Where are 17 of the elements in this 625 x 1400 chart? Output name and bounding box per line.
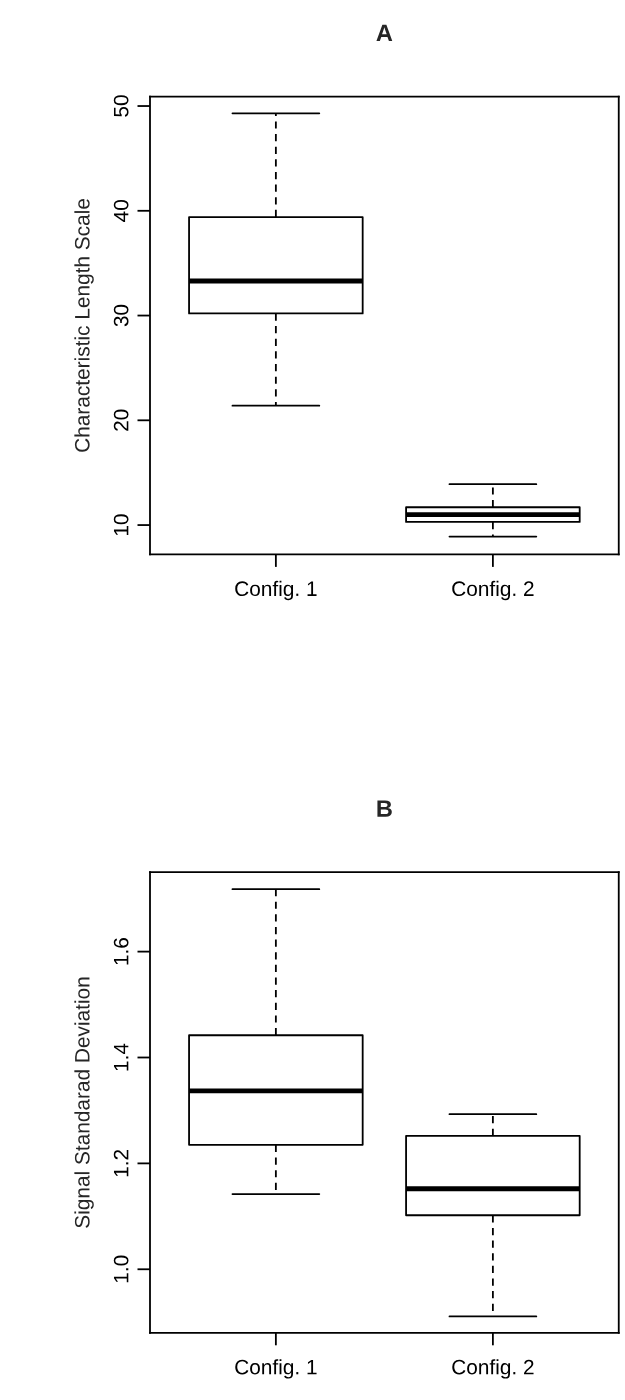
y-tick-label: 1.6 bbox=[113, 938, 129, 965]
x-tick-label: Config. 2 bbox=[452, 1359, 534, 1379]
x-tick-label: Config. 2 bbox=[452, 580, 534, 601]
y-tick-label: 40 bbox=[113, 200, 129, 222]
x-tick-label: Config. 1 bbox=[235, 1359, 317, 1379]
y-tick-label: 1.4 bbox=[113, 1043, 129, 1071]
y-axis-title: Signal Standarad Deviation bbox=[74, 977, 94, 1228]
y-tick-label: 1.0 bbox=[113, 1255, 129, 1283]
y-tick-label: 10 bbox=[113, 514, 129, 536]
y-tick-label: 20 bbox=[113, 409, 129, 431]
y-tick-label: 30 bbox=[113, 304, 129, 327]
y-tick-label: 1.2 bbox=[113, 1149, 129, 1177]
x-tick-label: Config. 1 bbox=[235, 580, 317, 601]
chart-title: B bbox=[377, 800, 392, 817]
y-tick-label: 50 bbox=[113, 95, 129, 117]
chart-title: A bbox=[376, 24, 393, 42]
y-axis-title: Characteristic Length Scale bbox=[74, 199, 94, 452]
